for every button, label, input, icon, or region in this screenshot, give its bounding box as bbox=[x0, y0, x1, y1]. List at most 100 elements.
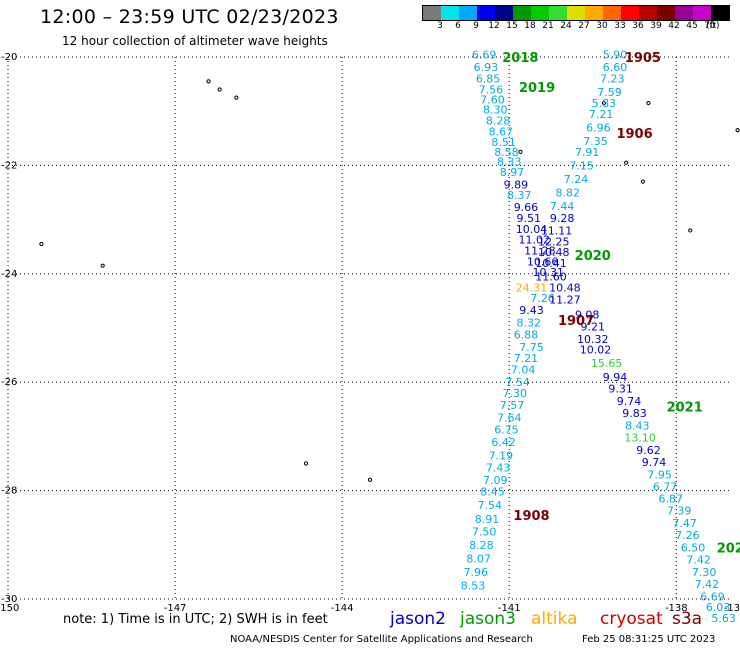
swh-data-label: 7.60 bbox=[480, 93, 505, 106]
swh-data-label: 7.35 bbox=[583, 135, 608, 148]
x-tick-label: -144 bbox=[331, 603, 354, 614]
y-tick-label: -30 bbox=[1, 594, 17, 605]
time-label: 1907 bbox=[558, 314, 594, 329]
swh-data-label: 9.31 bbox=[608, 383, 633, 396]
colorbar-swatch bbox=[621, 6, 639, 20]
island-marker bbox=[206, 79, 211, 84]
swh-data-label: 7.24 bbox=[564, 173, 589, 186]
footer-credit: NOAA/NESDIS Center for Satellite Applica… bbox=[230, 634, 533, 645]
swh-data-label: 8.58 bbox=[494, 146, 519, 159]
swh-data-label: 8.97 bbox=[500, 166, 525, 179]
swh-data-label: 8.28 bbox=[486, 114, 511, 127]
colorbar-label: 33 bbox=[614, 21, 626, 31]
colorbar-label: 45 bbox=[686, 21, 698, 31]
swh-data-label: 7.30 bbox=[692, 566, 717, 579]
swh-data-label: 8.32 bbox=[516, 317, 541, 330]
swh-data-label: 7.42 bbox=[695, 578, 720, 591]
swh-data-label: 12.25 bbox=[538, 235, 570, 248]
footer-note: note: 1) Time is in UTC; 2) SWH is in fe… bbox=[63, 612, 328, 627]
swh-data-label: 6.77 bbox=[653, 480, 678, 493]
swh-data-label: 11.60 bbox=[535, 271, 567, 284]
swh-data-label: 9.94 bbox=[603, 371, 628, 384]
island-marker bbox=[646, 100, 651, 106]
swh-data-label: 9.28 bbox=[550, 212, 575, 225]
y-tick-label: -26 bbox=[1, 377, 17, 388]
swh-data-label: 11.02 bbox=[519, 234, 551, 247]
swh-data-label: 11.11 bbox=[541, 224, 573, 237]
swh-data-label: 7.04 bbox=[511, 364, 536, 377]
colorbar-label: 42 bbox=[668, 21, 680, 31]
y-tick-label: -22 bbox=[1, 160, 17, 171]
swh-data-label: 10.66 bbox=[527, 255, 559, 268]
swh-data-label: 8.07 bbox=[466, 552, 491, 565]
colorbar-swatch bbox=[513, 6, 531, 20]
swh-data-label: 8.67 bbox=[489, 125, 514, 138]
swh-data-label: 9.08 bbox=[575, 308, 600, 321]
swh-data-label: 8.51 bbox=[491, 136, 516, 149]
swh-data-label: 6.88 bbox=[514, 329, 539, 342]
swh-data-label: 9.21 bbox=[581, 320, 606, 333]
colorbar-swatch bbox=[441, 6, 459, 20]
colorbar-swatch bbox=[675, 6, 693, 20]
colorbar-label: 24 bbox=[560, 21, 572, 31]
island-marker bbox=[367, 477, 373, 482]
colorbar-label: 18 bbox=[524, 21, 536, 31]
swh-data-label: 9.66 bbox=[514, 201, 539, 214]
swh-data-label: 7.23 bbox=[600, 73, 625, 86]
time-label: 2022 bbox=[717, 542, 740, 557]
swh-data-label: 7.96 bbox=[464, 566, 489, 579]
swh-data-label: 7.95 bbox=[647, 468, 672, 481]
swh-data-label: 13.10 bbox=[624, 431, 656, 444]
x-tick-label: -147 bbox=[164, 603, 187, 614]
swh-data-label: 7.64 bbox=[497, 411, 522, 424]
colorbar-label: 12 bbox=[488, 21, 500, 31]
island-marker bbox=[39, 241, 44, 247]
swh-data-label: 5.90 bbox=[603, 48, 628, 61]
y-tick-label: -24 bbox=[1, 269, 17, 280]
colorbar-swatch bbox=[495, 6, 513, 20]
island-marker bbox=[217, 87, 222, 92]
swh-data-label: 7.44 bbox=[550, 200, 575, 213]
island-marker bbox=[100, 263, 105, 268]
swh-data-label: 7.50 bbox=[472, 525, 497, 538]
swh-data-label: 7.21 bbox=[514, 352, 539, 365]
time-label: 2021 bbox=[667, 401, 703, 416]
x-tick-label: -150 bbox=[0, 603, 19, 614]
header: 12:00 – 23:59 UTC 02/23/2023 12 hour col… bbox=[0, 0, 740, 50]
colorbar-label: 27 bbox=[578, 21, 590, 31]
colorbar-label: 15 bbox=[506, 21, 518, 31]
legend-item-s3a: s3a bbox=[672, 609, 703, 629]
swh-data-label: 7.09 bbox=[483, 474, 508, 487]
colorbar-swatch bbox=[657, 6, 675, 20]
colorbar-swatch bbox=[603, 6, 621, 20]
swh-data-label: 10.48 bbox=[549, 281, 581, 294]
swh-data-label: 9.62 bbox=[636, 444, 661, 457]
swh-data-label: 7.15 bbox=[569, 159, 594, 172]
swh-data-label: 9.43 bbox=[519, 304, 544, 317]
page-title: 12:00 – 23:59 UTC 02/23/2023 bbox=[40, 6, 339, 28]
swh-data-label: 7.56 bbox=[479, 84, 504, 97]
legend-item-jason3: jason3 bbox=[460, 609, 516, 629]
swh-data-label: 9.74 bbox=[617, 395, 642, 408]
swh-data-label: 6.69 bbox=[472, 48, 497, 61]
y-tick-label: -20 bbox=[1, 52, 17, 63]
y-tick-label: -28 bbox=[1, 486, 17, 497]
swh-data-label: 7.75 bbox=[519, 341, 544, 354]
swh-data-label: 10.31 bbox=[532, 266, 564, 279]
swh-data-label: 7.59 bbox=[597, 86, 622, 99]
swh-data-label: 6.93 bbox=[474, 61, 499, 74]
colorbar-swatch bbox=[711, 6, 729, 20]
swh-data-label: 8.33 bbox=[497, 156, 522, 169]
swh-data-label: 8.30 bbox=[483, 104, 508, 117]
swh-data-label: 10.04 bbox=[516, 223, 548, 236]
swh-data-label: 8.43 bbox=[625, 420, 650, 433]
swh-data-label: 7.47 bbox=[672, 517, 697, 530]
swh-data-label: 7.19 bbox=[489, 449, 514, 462]
time-label: 2019 bbox=[519, 81, 555, 96]
swh-data-label: 6.69 bbox=[700, 590, 725, 603]
swh-data-label: 10.48 bbox=[538, 246, 570, 259]
legend-item-altika: altika bbox=[531, 609, 578, 629]
colorbar-unit: (ft) bbox=[706, 21, 720, 31]
swh-data-label: 8.45 bbox=[480, 486, 505, 499]
swh-data-label: 7.30 bbox=[503, 387, 528, 400]
